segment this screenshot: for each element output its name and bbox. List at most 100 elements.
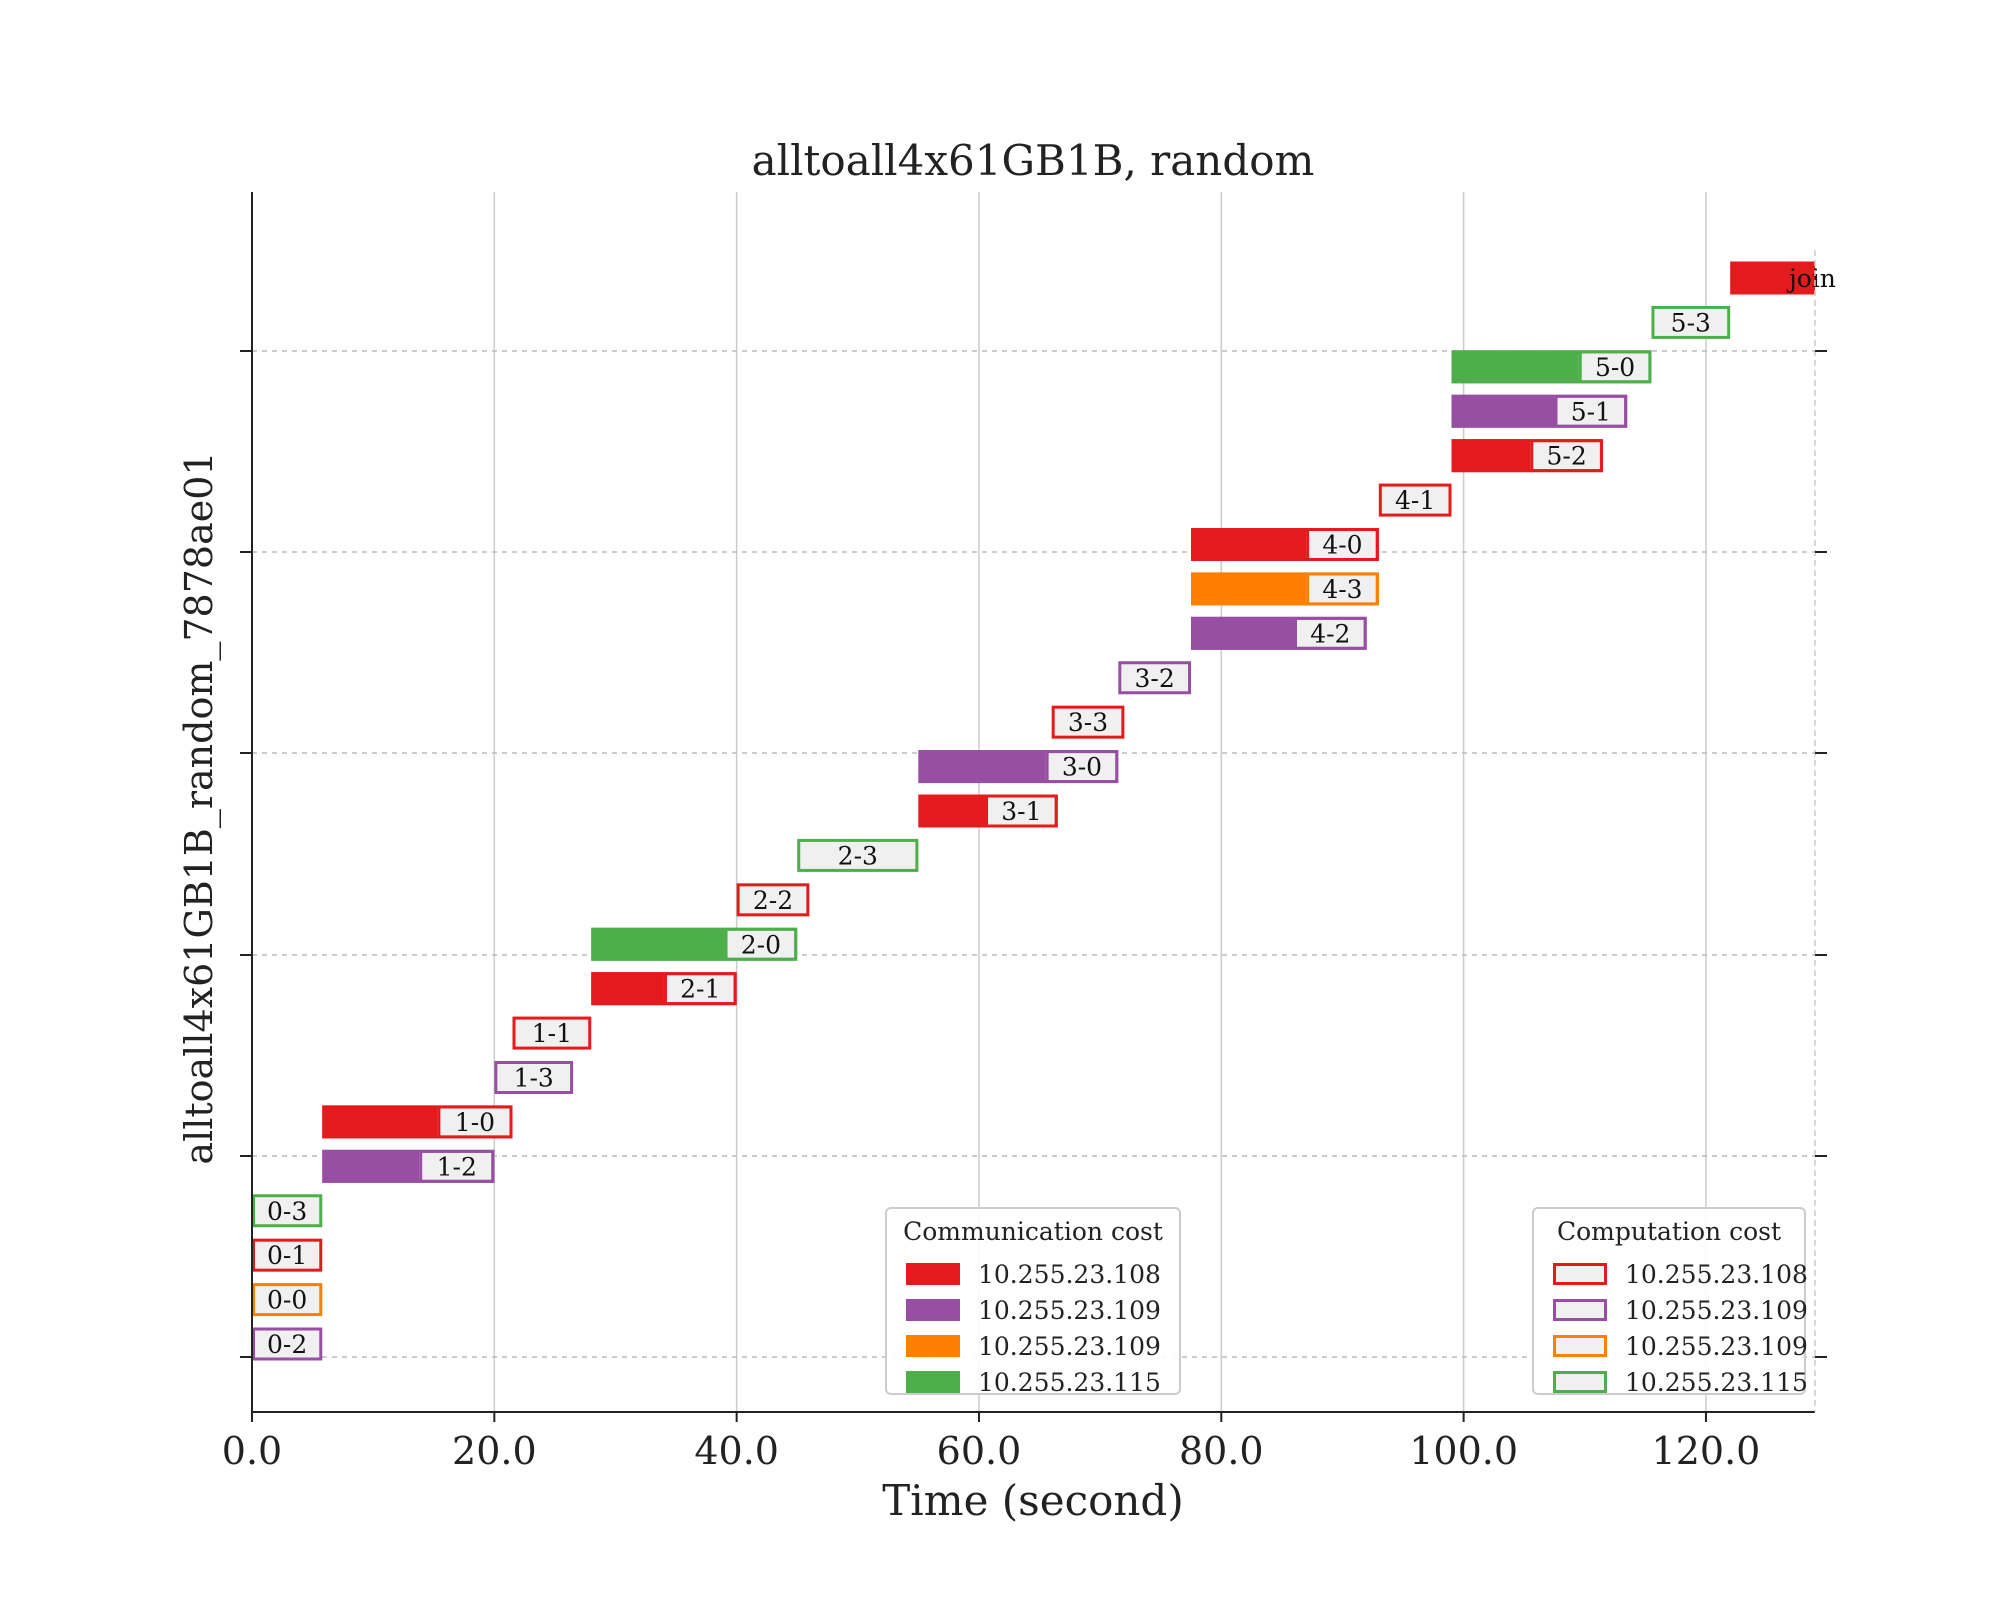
legend-swatch xyxy=(906,1335,960,1357)
task-label: 2-0 xyxy=(741,930,781,959)
task-outline xyxy=(1451,350,1652,384)
communication-bar xyxy=(1191,616,1294,650)
x-axis-label: Time (second) xyxy=(882,1476,1183,1525)
task-outline xyxy=(322,1105,513,1139)
communication-bar xyxy=(1451,350,1579,384)
task-bar-2-1: 2-1 xyxy=(591,972,737,1006)
x-tick-label: 100.0 xyxy=(1409,1429,1518,1473)
communication-bar xyxy=(591,972,664,1006)
task-bar-5-1: 5-1 xyxy=(1451,394,1628,428)
communication-bar xyxy=(918,794,986,828)
communication-bar xyxy=(1730,261,1815,295)
legend-swatch xyxy=(1553,1335,1607,1357)
task-bar-4-2: 4-2 xyxy=(1191,616,1367,650)
communication-bar xyxy=(322,1105,438,1139)
task-outline xyxy=(1451,439,1603,473)
task-bar-2-3: 2-3 xyxy=(797,838,919,872)
computation-bar xyxy=(985,794,1058,828)
task-bar-3-3: 3-3 xyxy=(1051,705,1125,739)
task-bar-2-0: 2-0 xyxy=(591,927,798,961)
legend-entry-label: 10.255.23.109 xyxy=(978,1332,1161,1361)
task-label: 4-0 xyxy=(1322,531,1362,560)
task-bar-3-2: 3-2 xyxy=(1118,661,1192,695)
communication-bar xyxy=(1451,394,1555,428)
task-outline xyxy=(1451,394,1628,428)
task-bar-0-0: 0-0 xyxy=(252,1283,323,1317)
task-bar-1-3: 1-3 xyxy=(494,1061,574,1094)
legend-entry-label: 10.255.23.115 xyxy=(978,1368,1161,1397)
computation-bar xyxy=(252,1327,323,1361)
task-label: 5-3 xyxy=(1671,308,1711,337)
task-label: 5-1 xyxy=(1571,397,1611,426)
task-label: 5-2 xyxy=(1546,442,1586,471)
task-bar-4-0: 4-0 xyxy=(1191,528,1379,561)
legend-swatch xyxy=(1553,1299,1607,1321)
task-outline xyxy=(1191,528,1379,561)
task-label: 4-2 xyxy=(1310,619,1350,648)
computation-bar xyxy=(494,1061,574,1094)
task-bars: join 5-3 5-0 5-1 5-2 4-1 4-0 4-3 4-2 3-2 3-3 3-0 3-1… xyxy=(252,261,1836,1361)
computation-bar xyxy=(1051,705,1125,739)
axes xyxy=(251,192,1816,1413)
task-label: 0-3 xyxy=(267,1197,307,1226)
chart-title: alltoall4x61GB1B, random xyxy=(752,136,1315,185)
computation-bar xyxy=(252,1194,323,1228)
computation-cost-legend: Computation cost 10.255.23.108 10.255.23.1… xyxy=(1532,1207,1808,1397)
communication-cost-legend: Communication cost 10.255.23.108 10.255.23… xyxy=(885,1207,1181,1397)
legend-entry-label: 10.255.23.115 xyxy=(1625,1368,1808,1397)
legend-title: Computation cost xyxy=(1557,1217,1781,1246)
computation-bar xyxy=(512,1016,592,1050)
legend-swatch xyxy=(906,1371,960,1393)
task-bar-0-1: 0-1 xyxy=(252,1238,323,1272)
task-label: 3-0 xyxy=(1062,753,1102,782)
x-ticks: 0.0 20.0 40.0 60.0 80.0 100.0 120.0 xyxy=(222,350,1827,1473)
legend-swatch xyxy=(1553,1263,1607,1285)
communication-bar xyxy=(591,927,725,961)
task-label: 3-1 xyxy=(1001,797,1041,826)
task-bar-4-1: 4-1 xyxy=(1378,483,1452,517)
computation-bar xyxy=(252,1283,323,1317)
legend-entry-label: 10.255.23.109 xyxy=(978,1296,1161,1325)
task-outline xyxy=(591,927,798,961)
task-bar-1-0: 1-0 xyxy=(322,1105,513,1139)
task-label: 1-3 xyxy=(514,1064,554,1093)
legend-title: Communication cost xyxy=(903,1217,1163,1246)
task-bar-4-3: 4-3 xyxy=(1191,572,1379,606)
task-bar-3-0: 3-0 xyxy=(918,750,1119,784)
task-label: 2-2 xyxy=(753,886,793,915)
legend-entry-label: 10.255.23.109 xyxy=(1625,1332,1808,1361)
communication-bar xyxy=(322,1149,420,1183)
task-outline xyxy=(918,794,1058,828)
computation-bar xyxy=(437,1105,513,1139)
task-label: 4-1 xyxy=(1395,486,1435,515)
task-label: 2-1 xyxy=(680,975,720,1004)
task-outline xyxy=(1191,572,1379,606)
task-bar-5-3: 5-3 xyxy=(1651,305,1731,339)
x-tick-label: 20.0 xyxy=(452,1429,537,1473)
communication-bar xyxy=(918,750,1046,784)
computation-bar xyxy=(1378,483,1452,517)
x-tick-label: 40.0 xyxy=(694,1429,779,1473)
task-label: 3-2 xyxy=(1135,664,1175,693)
task-bar-2-2: 2-2 xyxy=(736,883,810,917)
legend-entry-label: 10.255.23.108 xyxy=(1625,1260,1808,1289)
y-axis-label: alltoall4x61GB1B_random_7878ae01 xyxy=(177,451,222,1164)
task-outline xyxy=(1191,616,1367,650)
task-outline xyxy=(591,972,737,1006)
task-label: 3-3 xyxy=(1068,708,1108,737)
legend-entry-label: 10.255.23.108 xyxy=(978,1260,1161,1289)
task-outline xyxy=(322,1149,495,1183)
legend-swatch xyxy=(906,1263,960,1285)
task-bar-0-3: 0-3 xyxy=(252,1194,323,1228)
task-label: 1-2 xyxy=(437,1152,477,1181)
communication-bar xyxy=(1191,572,1307,606)
x-tick-label: 60.0 xyxy=(937,1429,1022,1473)
x-tick-label: 0.0 xyxy=(222,1429,282,1473)
x-tick-label: 80.0 xyxy=(1179,1429,1264,1473)
x-tick-label: 120.0 xyxy=(1652,1429,1761,1473)
task-label: 2-3 xyxy=(838,841,878,870)
task-label: join xyxy=(1786,264,1836,293)
task-label: 0-2 xyxy=(267,1330,307,1359)
legend-swatch xyxy=(1553,1371,1607,1393)
